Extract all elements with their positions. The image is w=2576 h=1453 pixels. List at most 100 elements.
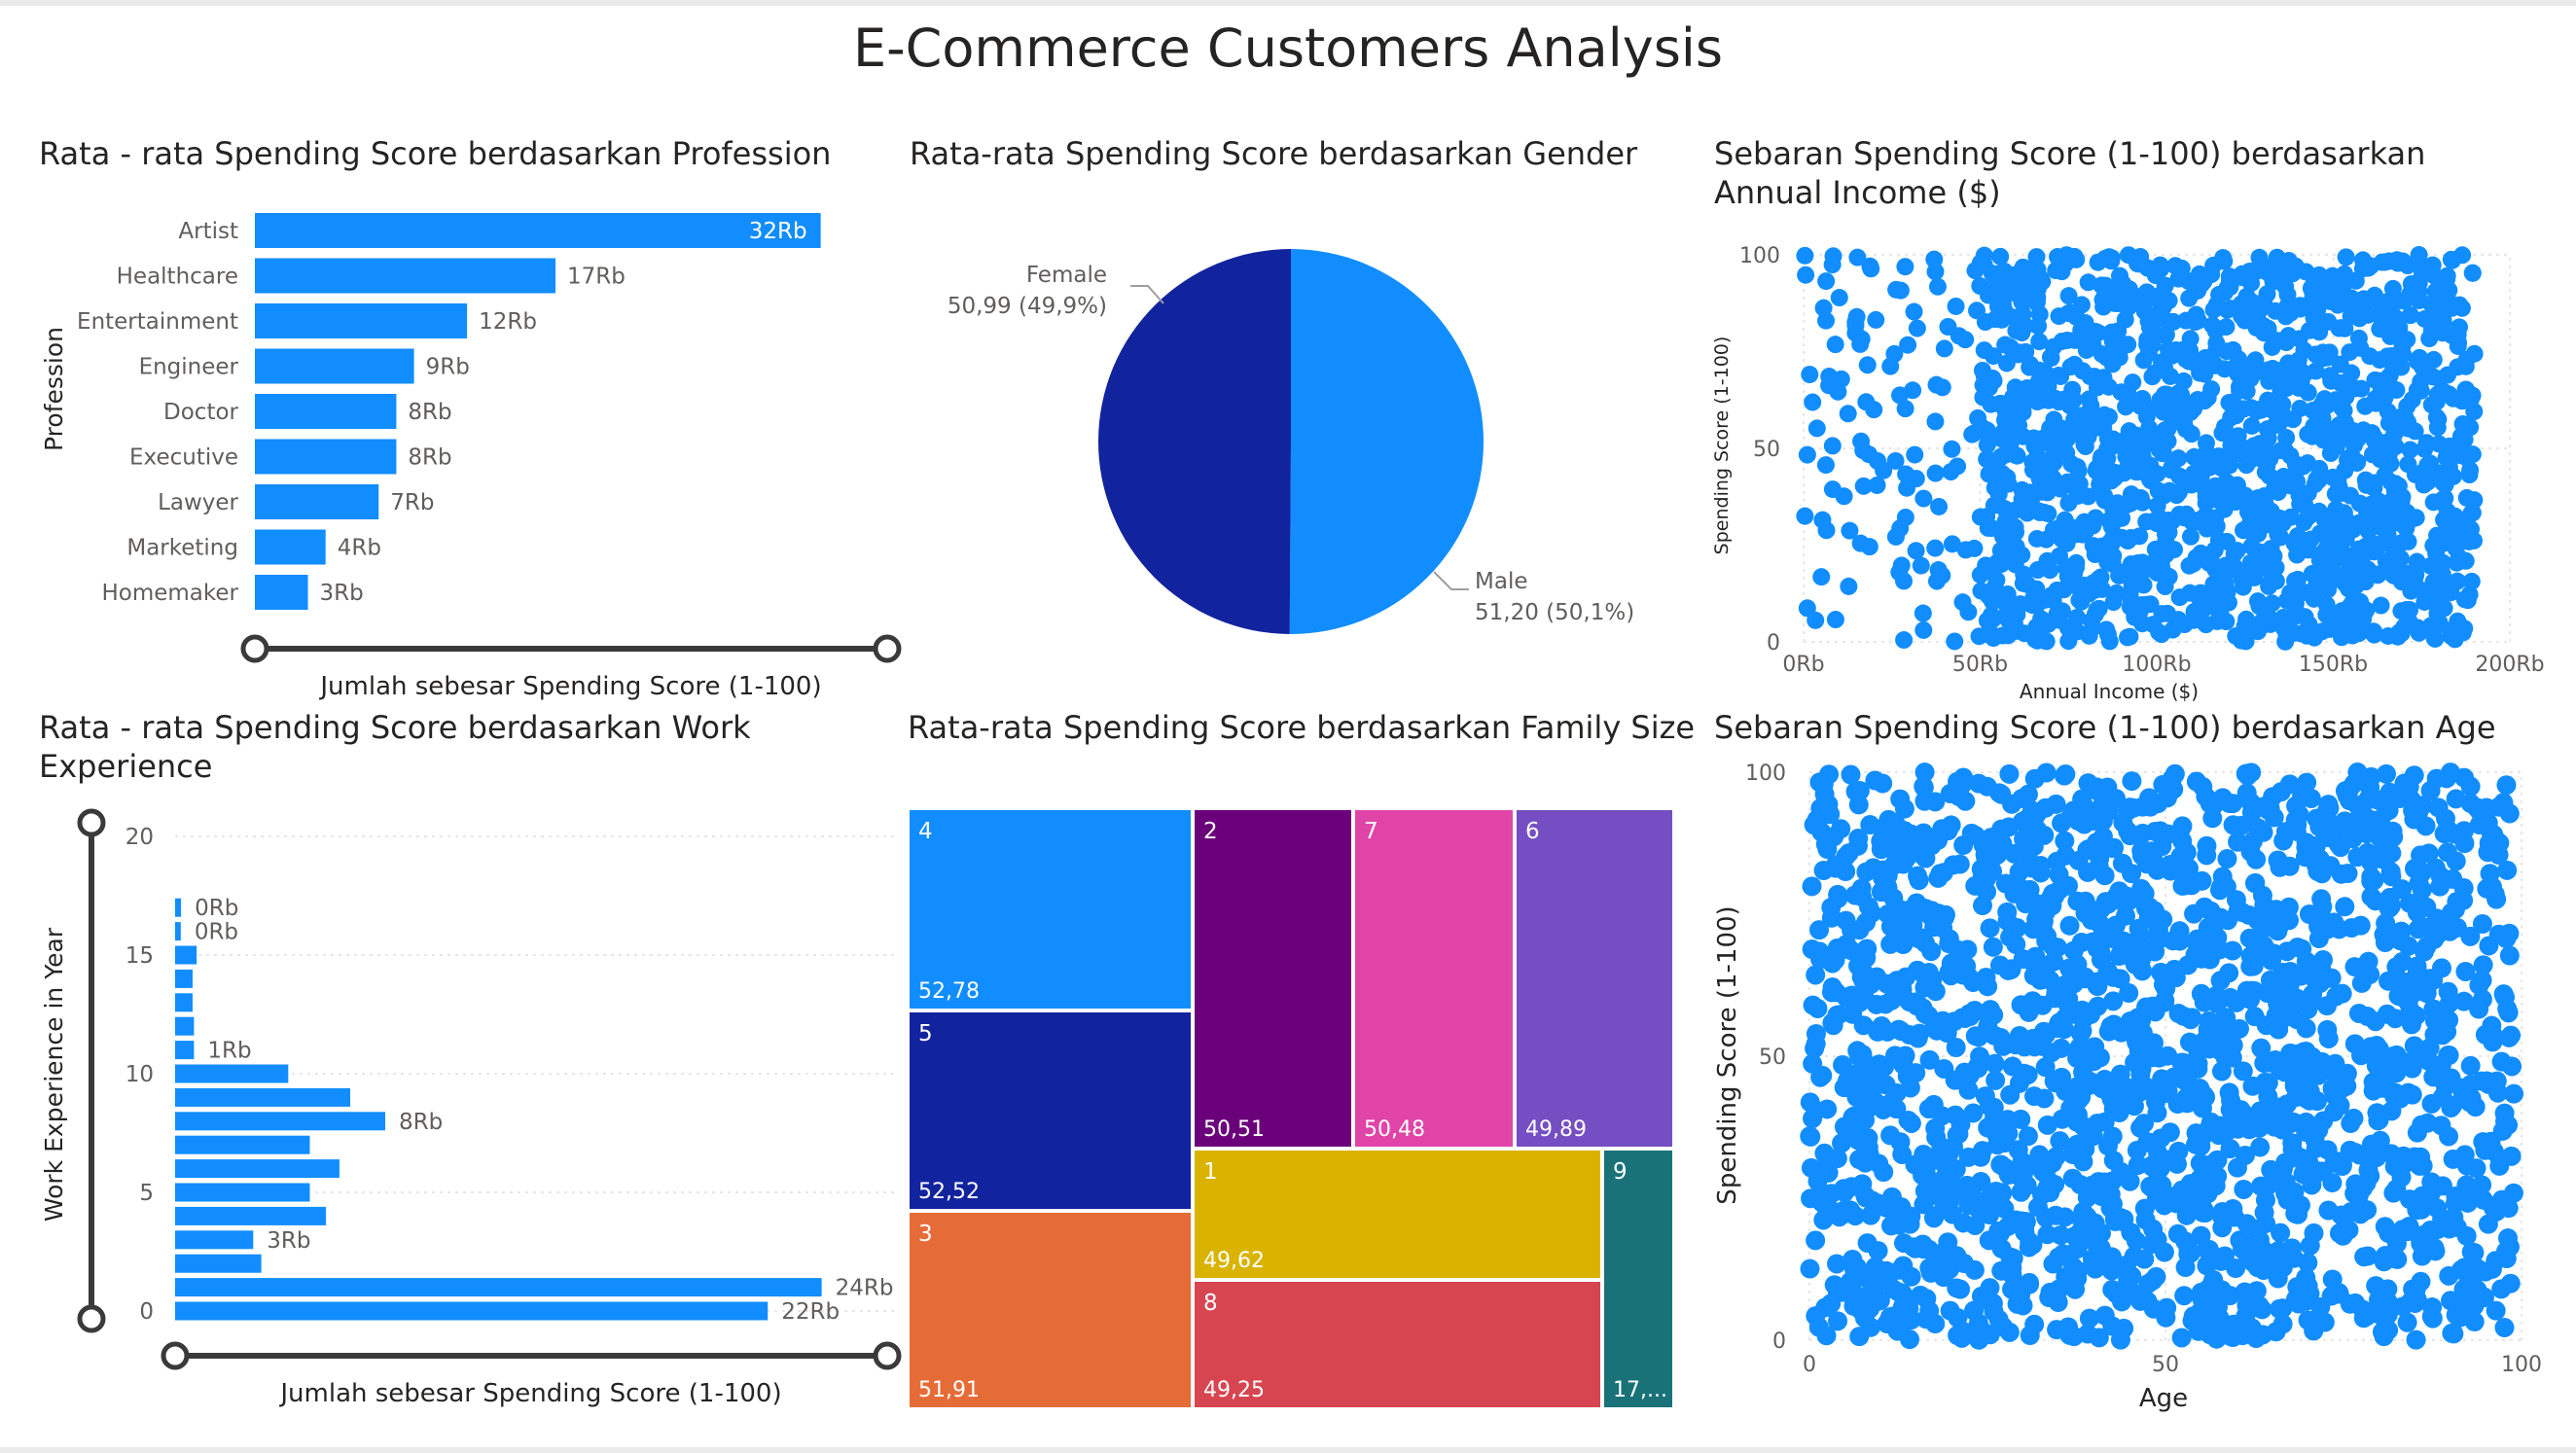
income-scatter-point[interactable] — [2180, 289, 2199, 307]
age-scatter-point[interactable] — [2329, 1223, 2349, 1244]
age-scatter-point[interactable] — [1865, 770, 1885, 791]
age-scatter-point[interactable] — [2158, 1081, 2178, 1102]
age-scatter-point[interactable] — [2014, 829, 2034, 849]
income-scatter-point[interactable] — [2103, 529, 2122, 548]
age-scatter-point[interactable] — [2357, 1007, 2378, 1027]
age-scatter-point[interactable] — [1978, 863, 1998, 883]
income-scatter-point[interactable] — [2090, 324, 2108, 342]
income-scatter-point[interactable] — [2465, 491, 2484, 510]
income-scatter-point[interactable] — [2442, 584, 2460, 602]
age-scatter-point[interactable] — [2319, 797, 2340, 818]
age-scatter-point[interactable] — [2185, 1134, 2205, 1154]
age-scatter-point[interactable] — [2068, 1090, 2089, 1111]
income-scatter-point[interactable] — [2197, 616, 2215, 634]
income-scatter-point[interactable] — [1891, 519, 1910, 538]
age-scatter-point[interactable] — [2416, 937, 2437, 957]
age-scatter-point[interactable] — [2209, 880, 2230, 901]
age-scatter-point[interactable] — [2501, 1146, 2522, 1166]
age-scatter-point[interactable] — [2282, 1139, 2303, 1159]
income-scatter-point[interactable] — [2051, 547, 2069, 565]
age-scatter-point[interactable] — [2003, 1248, 2023, 1268]
age-scatter-point[interactable] — [1866, 994, 1886, 1014]
age-scatter-point[interactable] — [2407, 903, 2427, 923]
income-scatter-point[interactable] — [2199, 389, 2217, 408]
age-scatter-point[interactable] — [2223, 815, 2243, 835]
age-scatter-point[interactable] — [1910, 1023, 1930, 1044]
income-scatter-point[interactable] — [2310, 524, 2329, 543]
age-scatter-point[interactable] — [2439, 1045, 2459, 1066]
income-scatter-point[interactable] — [2394, 345, 2413, 364]
income-scatter-point[interactable] — [2256, 463, 2274, 481]
age-scatter-point[interactable] — [2105, 915, 2126, 936]
income-scatter-point[interactable] — [2156, 525, 2174, 544]
income-scatter-point[interactable] — [2260, 372, 2278, 390]
age-scatter-point[interactable] — [1843, 1250, 1863, 1270]
age-scatter-point[interactable] — [1948, 1326, 1968, 1346]
age-scatter-point[interactable] — [2240, 956, 2261, 976]
income-scatter-point[interactable] — [2277, 334, 2296, 352]
income-scatter-point[interactable] — [1926, 539, 1945, 557]
age-scatter-point[interactable] — [2130, 936, 2151, 956]
age-scatter-point[interactable] — [2298, 999, 2318, 1019]
age-scatter-point[interactable] — [2029, 859, 2050, 879]
age-scatter-point[interactable] — [2228, 1118, 2248, 1139]
age-scatter-point[interactable] — [2106, 789, 2127, 809]
age-scatter-point[interactable] — [2207, 1296, 2228, 1317]
age-scatter-point[interactable] — [2425, 858, 2446, 878]
age-scatter-point[interactable] — [2257, 1176, 2277, 1196]
income-scatter-point[interactable] — [2181, 527, 2200, 546]
age-scatter-point[interactable] — [2060, 807, 2081, 828]
income-scatter-point[interactable] — [1851, 335, 1870, 353]
age-scatter-point[interactable] — [2044, 1071, 2064, 1091]
age-scatter-point[interactable] — [2009, 1025, 2029, 1045]
income-scatter-point[interactable] — [2306, 628, 2324, 647]
income-scatter-point[interactable] — [2102, 516, 2121, 535]
income-scatter-point[interactable] — [2028, 261, 2047, 279]
income-scatter-point[interactable] — [2163, 512, 2181, 530]
age-scatter-point[interactable] — [2122, 1284, 2142, 1304]
age-scatter-point[interactable] — [2143, 1219, 2164, 1239]
income-scatter-point[interactable] — [2277, 591, 2296, 610]
age-scatter-point[interactable] — [2337, 786, 2357, 806]
age-scatter-point[interactable] — [2172, 831, 2193, 851]
income-scatter-point[interactable] — [2052, 367, 2070, 385]
age-scatter-point[interactable] — [1965, 1026, 1986, 1046]
age-scatter-point[interactable] — [1864, 1280, 1884, 1300]
age-scatter-point[interactable] — [2497, 860, 2518, 880]
age-scatter-point[interactable] — [2012, 789, 2032, 809]
age-scatter-point[interactable] — [2040, 970, 2060, 990]
age-scatter-point[interactable] — [2058, 989, 2079, 1010]
income-scatter-point[interactable] — [1860, 538, 1878, 556]
age-scatter-point[interactable] — [1957, 1183, 1978, 1203]
age-scatter-point[interactable] — [2007, 878, 2027, 899]
age-scatter-point[interactable] — [1828, 1005, 1848, 1025]
age-scatter-point[interactable] — [2241, 1318, 2262, 1338]
age-scatter-point[interactable] — [2453, 991, 2474, 1011]
income-scatter-point[interactable] — [2333, 399, 2351, 417]
age-scatter-point[interactable] — [1845, 781, 1866, 801]
income-scatter-point[interactable] — [1971, 566, 1989, 585]
income-scatter-point[interactable] — [2383, 279, 2402, 298]
age-scatter-point[interactable] — [1880, 1125, 1901, 1146]
income-scatter-point[interactable] — [2230, 350, 2248, 369]
income-scatter-point[interactable] — [2369, 566, 2387, 585]
age-scatter-point[interactable] — [2202, 808, 2223, 829]
age-scatter-point[interactable] — [2062, 1145, 2083, 1165]
age-scatter-point[interactable] — [1869, 1054, 1889, 1075]
income-scatter-point[interactable] — [1896, 258, 1914, 276]
profession-bar[interactable] — [255, 213, 821, 248]
age-scatter-point[interactable] — [2180, 1010, 2200, 1030]
age-scatter-point[interactable] — [2317, 996, 2338, 1016]
income-scatter-point[interactable] — [2255, 614, 2273, 632]
age-scatter-point[interactable] — [2322, 1173, 2343, 1193]
income-scatter-point[interactable] — [2379, 403, 2397, 421]
age-scatter-point[interactable] — [2078, 839, 2098, 860]
age-scatter-point[interactable] — [2120, 889, 2140, 909]
age-scatter-point[interactable] — [1928, 868, 1949, 888]
age-scatter-point[interactable] — [2322, 1079, 2343, 1099]
age-scatter-point[interactable] — [1919, 1049, 1940, 1070]
age-scatter-point[interactable] — [2171, 1328, 2192, 1348]
age-scatter-point[interactable] — [2091, 1238, 2111, 1258]
income-scatter-point[interactable] — [2126, 287, 2144, 305]
age-scatter-point[interactable] — [2134, 1249, 2155, 1269]
